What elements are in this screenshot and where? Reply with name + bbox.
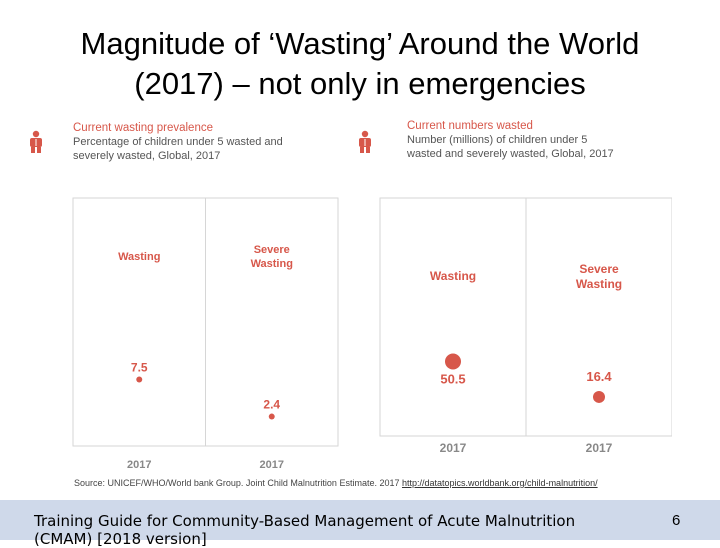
x-tick-label: 2017 <box>127 459 151 471</box>
data-label: 7.5 <box>131 361 148 375</box>
source-note: Source: UNICEF/WHO/World bank Group. Joi… <box>74 478 598 488</box>
data-label: 50.5 <box>440 371 465 386</box>
left-panel-header: Current wasting prevalence Percentage of… <box>73 121 283 163</box>
page-number: 6 <box>672 512 681 529</box>
x-tick-label: 2017 <box>440 441 467 455</box>
source-label: Source: <box>74 478 106 488</box>
data-point <box>268 413 275 420</box>
footer-bar: Training Guide for Community-Based Manag… <box>0 500 720 548</box>
child-icon <box>359 130 371 153</box>
data-point <box>136 376 143 383</box>
right-panel-header: Current numbers wasted Number (millions)… <box>407 119 614 161</box>
data-point <box>593 390 605 403</box>
prevalence-chart-svg: Wasting 7.5 2017 Severe Wasting 2.4 2017 <box>72 197 339 471</box>
slide-title-line-2: (2017) – not only in emergencies <box>134 66 586 101</box>
slide-title-line-1: Magnitude of ‘Wasting’ Around the World <box>80 26 640 61</box>
category-label: Severe Wasting <box>576 262 622 291</box>
left-panel-heading: Current wasting prevalence <box>73 122 213 134</box>
data-point <box>445 353 461 370</box>
data-label: 2.4 <box>263 398 280 412</box>
numbers-chart: Wasting 50.5 2017 Severe Wasting 16.4 2017 <box>372 190 672 460</box>
category-label: Severe Wasting <box>251 244 293 270</box>
x-tick-label: 2017 <box>260 459 284 471</box>
source-text: UNICEF/WHO/World bank Group. Joint Child… <box>105 478 402 488</box>
category-label: Wasting <box>118 251 160 263</box>
x-tick-label: 2017 <box>586 441 613 455</box>
right-panel-desc-line-2: wasted and severely wasted, Global, 2017 <box>407 148 614 160</box>
source-link[interactable]: http://datatopics.worldbank.org/child-ma… <box>401 478 598 488</box>
slide-title: Magnitude of ‘Wasting’ Around the World … <box>10 24 710 104</box>
prevalence-chart: Wasting 7.5 2017 Severe Wasting 2.4 2017 <box>60 190 340 475</box>
right-panel-desc-line-1: Number (millions) of children under 5 <box>407 134 588 146</box>
category-label: Wasting <box>430 269 476 283</box>
footer-text: Training Guide for Community-Based Manag… <box>34 512 576 548</box>
child-icon <box>30 130 42 153</box>
right-panel-heading: Current numbers wasted <box>407 120 533 132</box>
data-label: 16.4 <box>586 369 612 384</box>
left-panel-desc-line-2: severely wasted, Global, 2017 <box>73 150 221 162</box>
numbers-chart-svg: Wasting 50.5 2017 Severe Wasting 16.4 2017 <box>379 197 672 455</box>
left-panel-desc-line-1: Percentage of children under 5 wasted an… <box>73 136 283 148</box>
